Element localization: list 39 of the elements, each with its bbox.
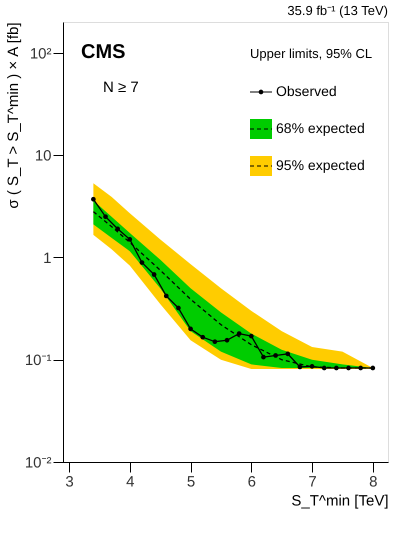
x-axis-title: S_T^min [TeV] (291, 492, 388, 510)
chart-title: 35.9 fb⁻¹ (13 TeV) (287, 3, 388, 18)
legend-label: Observed (276, 83, 337, 99)
point (140, 260, 144, 265)
point (164, 294, 169, 298)
x-tick-label: 5 (186, 474, 196, 490)
legend-label: 95% expected (276, 157, 365, 173)
point (261, 354, 266, 360)
y-tick-label: 10 (34, 148, 52, 165)
annotation: CMS (81, 41, 126, 63)
point (248, 334, 254, 338)
x-tick-label: 4 (126, 474, 134, 490)
point (115, 226, 120, 232)
x-tick-label: 8 (369, 474, 378, 490)
y-tick-label: 10² (30, 45, 52, 62)
point (224, 338, 230, 343)
point (127, 237, 132, 242)
point (91, 196, 96, 202)
point (358, 366, 364, 370)
legend-label: 68% expected (276, 120, 365, 136)
point (188, 326, 193, 332)
point (298, 364, 302, 370)
y-axis-title: σ ( S_T > S_T^min ) × A [fb] (4, 22, 22, 209)
point (176, 306, 181, 310)
point (310, 364, 314, 369)
point (212, 339, 218, 344)
annotation: N ≥ 7 (103, 79, 139, 96)
point (152, 272, 156, 277)
point (200, 334, 206, 340)
y-tick-label: 10⁻¹ (24, 352, 52, 370)
y-tick-label: 1 (43, 250, 52, 267)
x-tick-label: 7 (308, 474, 317, 490)
x-tick-label: 6 (248, 474, 256, 490)
y-tick-label: 10⁻² (24, 454, 52, 472)
x-tick-label: 3 (65, 474, 74, 490)
legend-title: Upper limits, 95% CL (250, 46, 372, 61)
point (285, 352, 290, 356)
point (236, 331, 242, 336)
point (103, 214, 108, 220)
